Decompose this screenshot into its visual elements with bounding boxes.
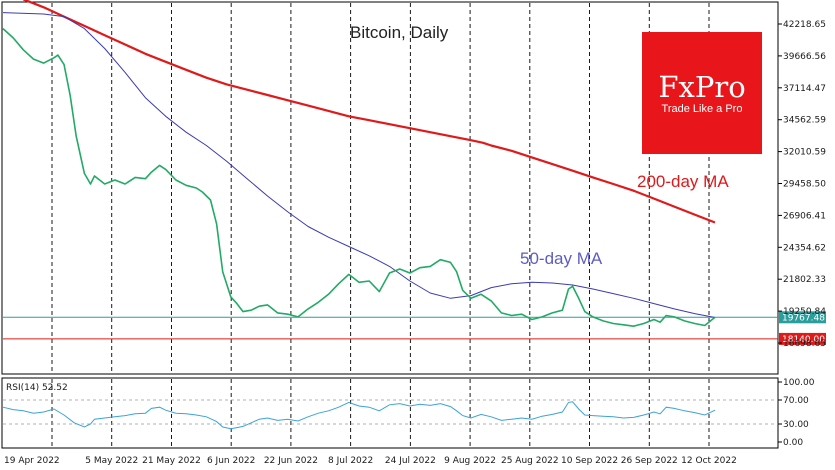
- y-tick-label: 24354.62: [783, 243, 826, 253]
- y-tick-label: 37114.47: [783, 84, 826, 94]
- x-tick-label: 22 Jun 2022: [264, 456, 318, 466]
- rsi-line: [2, 401, 716, 430]
- rsi-y-tick-label: 100.00: [783, 378, 815, 388]
- series-line-0: [22, 0, 716, 224]
- x-tick-label: 26 Sep 2022: [621, 456, 678, 466]
- x-tick-label: 9 Aug 2022: [444, 456, 496, 466]
- current-price-badge: [779, 311, 826, 324]
- rsi-panel: [1, 377, 779, 449]
- rsi-y-tick-label: 0.00: [783, 438, 803, 448]
- y-tick-label: 32010.59: [783, 148, 826, 158]
- support-level-badge-text: 18140.00: [782, 335, 825, 345]
- x-tick-label: 25 Aug 2022: [501, 456, 559, 466]
- x-tick-label: 5 May 2022: [85, 456, 138, 466]
- x-tick-label: 19 Apr 2022: [4, 456, 60, 466]
- y-tick-label: 19250.84: [783, 307, 826, 317]
- x-tick-label: 21 May 2022: [142, 456, 201, 466]
- x-tick-label: 12 Oct 2022: [681, 456, 737, 466]
- x-tick-label: 10 Sep 2022: [561, 456, 618, 466]
- series-line-2: [2, 28, 716, 327]
- rsi-y-tick-label: 70.00: [783, 396, 809, 406]
- support-level-badge: [779, 332, 826, 345]
- y-tick-label: 39666.56: [783, 52, 826, 62]
- logo-brand: FxPro: [658, 70, 745, 104]
- y-tick-label: 42218.65: [783, 20, 826, 30]
- x-tick-label: 8 Jul 2022: [328, 456, 373, 466]
- series-line-1: [2, 12, 716, 318]
- rsi-y-tick-label: 30.00: [783, 420, 809, 430]
- y-tick-label: 16698.65: [783, 339, 826, 349]
- fxpro-logo: FxPro Trade Like a Pro: [642, 32, 762, 154]
- rsi-label: RSI(14) 52.52: [6, 383, 68, 393]
- x-tick-label: 6 Jun 2022: [207, 456, 255, 466]
- chart-title: Bitcoin, Daily: [350, 23, 449, 42]
- x-tick-label: 24 Jul 2022: [385, 456, 436, 466]
- y-tick-label: 29458.50: [783, 180, 826, 190]
- y-tick-label: 34562.59: [783, 116, 826, 126]
- y-tick-label: 21802.33: [783, 275, 826, 285]
- annotation-200-day-ma: 200-day MA: [637, 172, 729, 191]
- current-price-badge-text: 19767.48: [782, 313, 825, 323]
- annotation-50-day-ma: 50-day MA: [520, 249, 603, 268]
- logo-tagline: Trade Like a Pro: [662, 103, 743, 115]
- y-tick-label: 26906.41: [783, 211, 826, 221]
